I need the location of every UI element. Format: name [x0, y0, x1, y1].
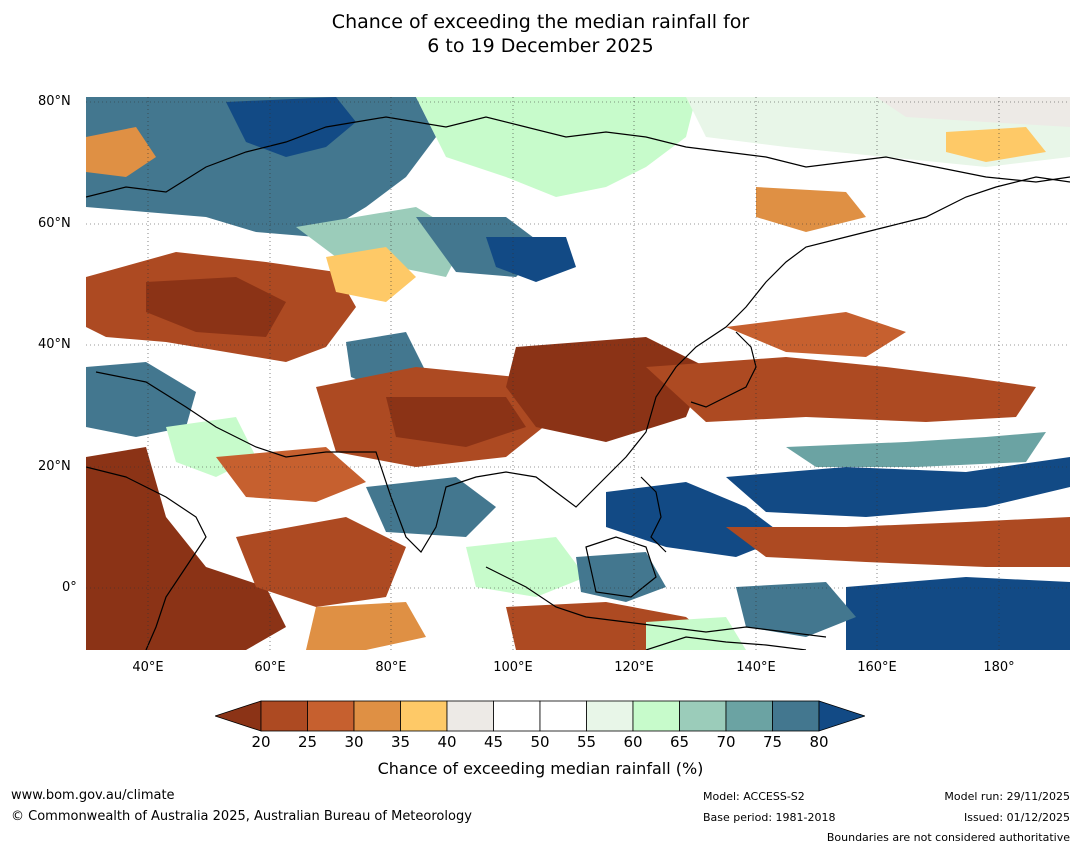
- region-borneo-blue: [576, 552, 666, 602]
- region-bay-of-bengal-blue: [366, 477, 496, 537]
- title-line-2: 6 to 19 December 2025: [427, 35, 654, 57]
- coastline-africa: [86, 466, 207, 650]
- colorbar-cell: [539, 700, 587, 732]
- region-arctic-blue-west: [86, 97, 436, 237]
- lon-label-120e: 120°E: [614, 660, 654, 675]
- colorbar-tick-label: 20: [251, 733, 271, 751]
- colorbar-extend-high: [818, 700, 865, 732]
- colorbar-cell: [586, 700, 634, 732]
- region-east-africa-darkbrown: [86, 447, 286, 650]
- lat-label-80n: 80°N: [38, 94, 71, 109]
- region-china-darkbrown: [506, 337, 706, 442]
- colorbar-tick-label: 75: [762, 733, 783, 751]
- region-arctic-green: [416, 97, 696, 197]
- colorbar-tick-label: 65: [669, 733, 690, 751]
- lon-label-60e: 60°E: [254, 660, 286, 675]
- region-nesiberia-orange: [756, 187, 866, 232]
- region-south-pacific-deepblue: [846, 577, 1070, 650]
- coastline-philippines: [640, 476, 667, 553]
- footer-model: Model: ACCESS-S2: [703, 790, 805, 803]
- colorbar-extend-low: [215, 700, 262, 732]
- coastline-indonesia: [485, 566, 827, 638]
- colorbar-cells: [215, 700, 865, 732]
- footer-copyright: © Commonwealth of Australia 2025, Austra…: [11, 809, 472, 824]
- colorbar-tick-label: 50: [530, 733, 550, 751]
- coastline-asia: [95, 176, 1070, 553]
- colorbar-tick-label: 25: [297, 733, 318, 751]
- colorbar: [215, 700, 865, 732]
- coastline-arctic: [86, 116, 1070, 198]
- colorbar-tick-label: 40: [437, 733, 457, 751]
- lon-label-160e: 160°E: [857, 660, 897, 675]
- colorbar-tick-label: 70: [716, 733, 736, 751]
- lon-label-40e: 40°E: [132, 660, 164, 675]
- region-kamchatka-yellow: [946, 127, 1046, 162]
- colorbar-tick-label: 30: [344, 733, 364, 751]
- region-png-blue: [736, 582, 856, 637]
- map-title: Chance of exceeding the median rainfall …: [0, 10, 1081, 58]
- colorbar-cell: [632, 700, 680, 732]
- colorbar-cell: [307, 700, 355, 732]
- colorbar-cell: [400, 700, 448, 732]
- colorbar-cell: [493, 700, 541, 732]
- footer-model-run: Model run: 29/11/2025: [944, 790, 1070, 803]
- footer-website[interactable]: www.bom.gov.au/climate: [11, 788, 175, 803]
- lat-label-20n: 20°N: [38, 459, 71, 474]
- footer-base-period: Base period: 1981-2018: [703, 811, 836, 824]
- colorbar-cell: [353, 700, 401, 732]
- lon-label-140e: 140°E: [736, 660, 776, 675]
- region-sumatra-green: [466, 537, 586, 597]
- region-arctic-deepblue: [226, 97, 356, 157]
- colorbar-tick-label: 45: [483, 733, 504, 751]
- region-arctic-orange-nw: [86, 127, 156, 177]
- colorbar-cell: [446, 700, 494, 732]
- colorbar-label: Chance of exceeding median rainfall (%): [377, 759, 704, 778]
- region-baikal-deepblue: [486, 237, 576, 282]
- coastline-australia: [645, 636, 807, 650]
- colorbar-tick-label: 55: [576, 733, 597, 751]
- lon-label-180: 180°: [983, 660, 1015, 675]
- lon-label-100e: 100°E: [493, 660, 533, 675]
- colorbar-cell: [679, 700, 727, 732]
- coastline-japan: [690, 331, 757, 408]
- footer-issued: Issued: 01/12/2025: [963, 811, 1070, 824]
- lat-label-0: 0°: [62, 580, 77, 595]
- region-wpacific-teal: [786, 432, 1046, 467]
- region-nepacific-orange: [726, 312, 906, 357]
- gridlines: [86, 97, 1070, 650]
- title-line-1: Chance of exceeding the median rainfall …: [331, 11, 750, 33]
- region-indian-ocean-orange: [216, 447, 366, 502]
- colorbar-cell: [772, 700, 820, 732]
- colorbar-tick-label: 80: [809, 733, 829, 751]
- lat-label-60n: 60°N: [38, 216, 71, 231]
- colorbar-tick-label: 35: [390, 733, 411, 751]
- region-central-asia-yellow: [326, 247, 416, 302]
- region-middle-east-blue: [86, 362, 196, 437]
- region-equator-orange: [306, 602, 426, 650]
- rainfall-map: [86, 97, 1070, 650]
- region-caspian-darkbrown: [146, 277, 286, 337]
- colorbar-tick-label: 60: [623, 733, 643, 751]
- map-svg: [86, 97, 1070, 650]
- region-china-brown: [646, 357, 1036, 422]
- region-wpacific-deepblue: [726, 457, 1070, 517]
- footer-disclaimer: Boundaries are not considered authoritat…: [826, 831, 1070, 844]
- region-equator-pacific-brown: [726, 517, 1070, 567]
- region-nepacific-grey: [876, 97, 1070, 127]
- lon-label-80e: 80°E: [375, 660, 407, 675]
- colorbar-cell: [725, 700, 773, 732]
- region-tibet-darkbrown: [386, 397, 526, 447]
- lat-label-40n: 40°N: [38, 337, 71, 352]
- colorbar-cell: [260, 700, 308, 732]
- region-arabian-sea-brown: [236, 517, 406, 607]
- coastline-borneo: [585, 536, 657, 598]
